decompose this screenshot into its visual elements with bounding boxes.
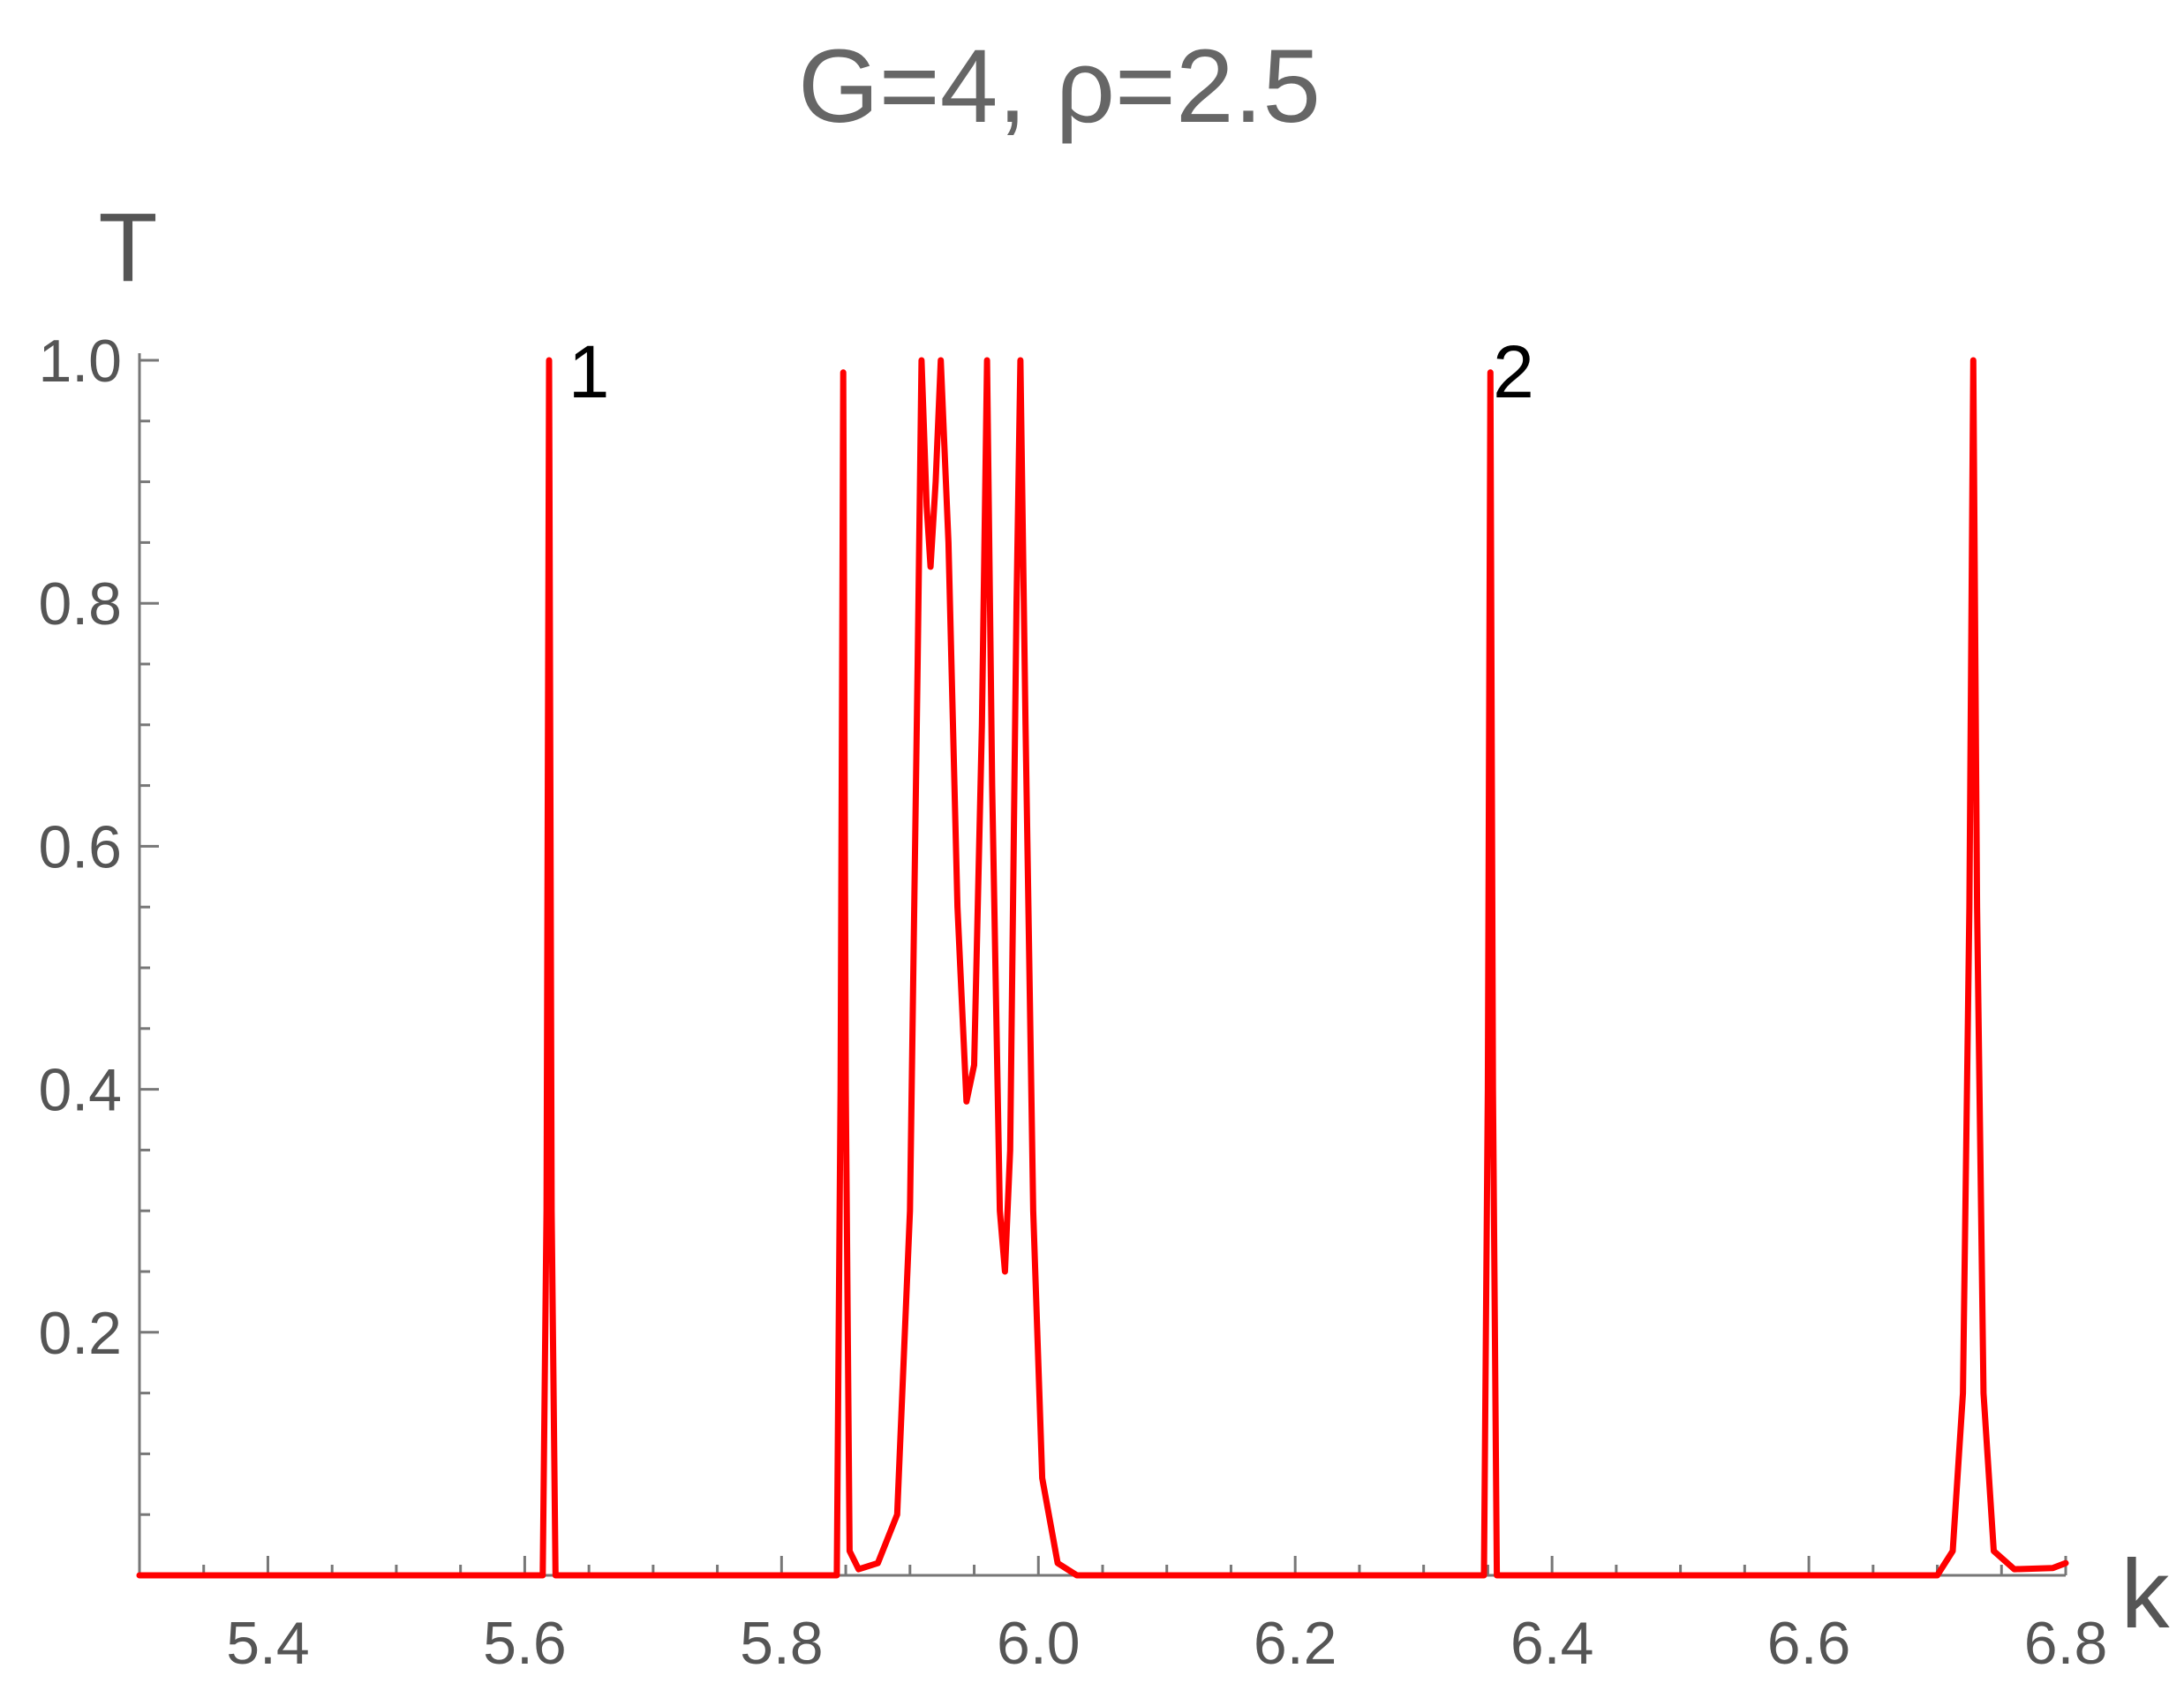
x-tick-label: 6.4: [1510, 1610, 1594, 1677]
x-tick-label: 5.6: [483, 1610, 567, 1677]
peak-annotation: 2: [1493, 330, 1534, 413]
y-tick-label: 1.0: [38, 328, 122, 395]
x-tick-label: 5.4: [226, 1610, 310, 1677]
x-tick-label: 6.8: [2024, 1610, 2108, 1677]
x-tick-label: 5.8: [740, 1610, 824, 1677]
tick-group: 5.4 5.6 5.8 6.0 6.2 6.4 6.6 6.8 0.2 0.4 0.6 0.8 1.0: [38, 328, 2107, 1677]
y-tick-label: 0.8: [38, 570, 122, 638]
x-tick-label: 6.0: [997, 1610, 1081, 1677]
peak-annotation: 1: [569, 330, 610, 413]
y-tick-label: 0.2: [38, 1300, 122, 1367]
y-tick-label: 0.6: [38, 813, 122, 880]
x-tick-label: 6.6: [1767, 1610, 1851, 1677]
y-axis-label: T: [98, 193, 157, 302]
y-tick-label: 0.4: [38, 1057, 122, 1124]
x-axis-label: k: [2121, 1540, 2171, 1649]
x-tick-label: 6.2: [1254, 1610, 1337, 1677]
plot-area: [136, 357, 2069, 1579]
series-line: [136, 357, 2069, 1579]
chart-title: G=4, ρ=2.5: [798, 28, 1321, 145]
